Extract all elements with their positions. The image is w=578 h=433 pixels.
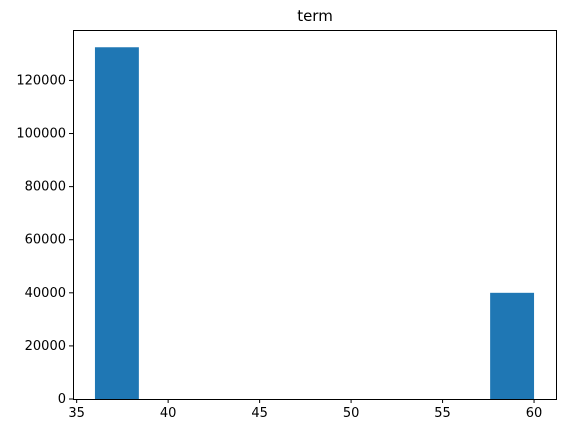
x-tick-label: 40 — [160, 406, 177, 421]
y-tick-label: 100000 — [16, 127, 66, 142]
histogram-bar — [94, 47, 139, 399]
y-tick-label: 20000 — [25, 339, 66, 354]
x-tick-label: 60 — [526, 406, 543, 421]
plot-frame — [73, 30, 557, 400]
x-tick-label: 55 — [434, 406, 451, 421]
x-tick-label: 35 — [68, 406, 85, 421]
bars-group — [94, 47, 535, 399]
x-tick-label: 45 — [251, 406, 268, 421]
x-axis: 35 40 45 50 55 60 — [68, 399, 542, 421]
y-tick-label: 40000 — [25, 286, 66, 301]
y-axis: 0 20000 40000 60000 80000 100000 120000 — [16, 73, 73, 407]
x-tick-label: 50 — [343, 406, 360, 421]
histogram-bar — [490, 292, 535, 399]
y-tick-label: 120000 — [16, 73, 66, 88]
y-tick-label: 80000 — [25, 180, 66, 195]
chart-title: term — [297, 7, 333, 25]
y-tick-label: 60000 — [25, 233, 66, 248]
y-tick-label: 0 — [58, 392, 66, 407]
